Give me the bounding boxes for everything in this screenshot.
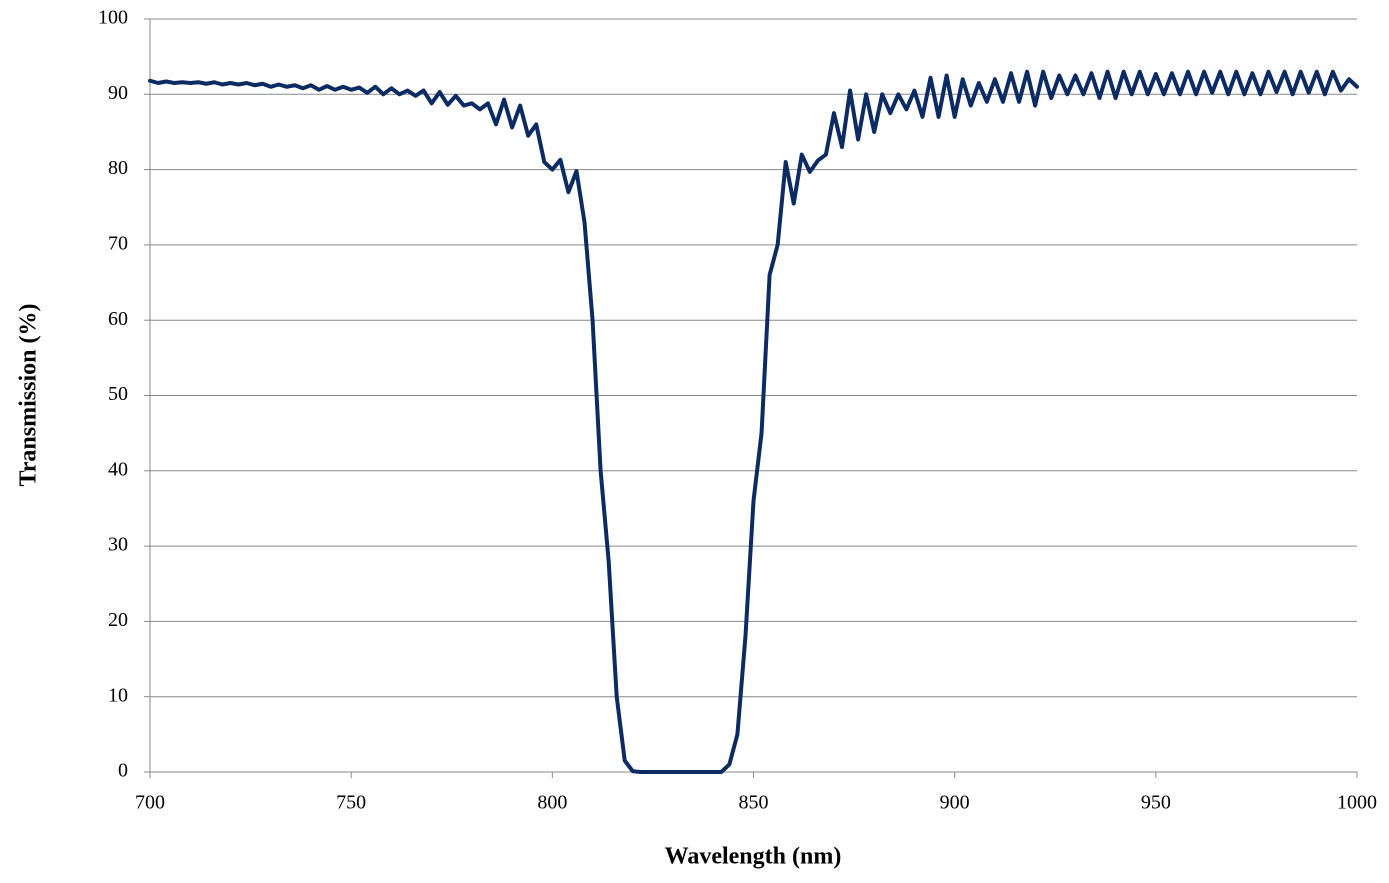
y-tick-label: 40 [108, 458, 128, 480]
x-tick-label: 800 [537, 792, 567, 814]
y-tick-label: 70 [108, 232, 128, 254]
x-tick-label: 900 [940, 792, 970, 814]
y-tick-label: 80 [108, 157, 128, 179]
y-tick-label: 50 [108, 383, 128, 405]
y-tick-label: 100 [98, 7, 128, 29]
y-axis-title: Transmission (%) [16, 304, 42, 487]
series-line [148, 69, 1359, 774]
y-tick-label: 60 [108, 308, 128, 330]
y-tick-label: 10 [108, 684, 128, 706]
x-axis-title: Wavelength (nm) [665, 844, 842, 870]
x-tick-label: 850 [739, 792, 769, 814]
y-tick-label: 20 [108, 609, 128, 631]
y-tick-label: 0 [118, 760, 128, 782]
y-tick-label: 90 [108, 82, 128, 104]
x-tick-label: 1000 [1337, 792, 1377, 814]
x-tick-label: 700 [135, 792, 165, 814]
y-tick-label: 30 [108, 534, 128, 556]
x-tick-label: 950 [1141, 792, 1171, 814]
x-tick-label: 750 [336, 792, 366, 814]
